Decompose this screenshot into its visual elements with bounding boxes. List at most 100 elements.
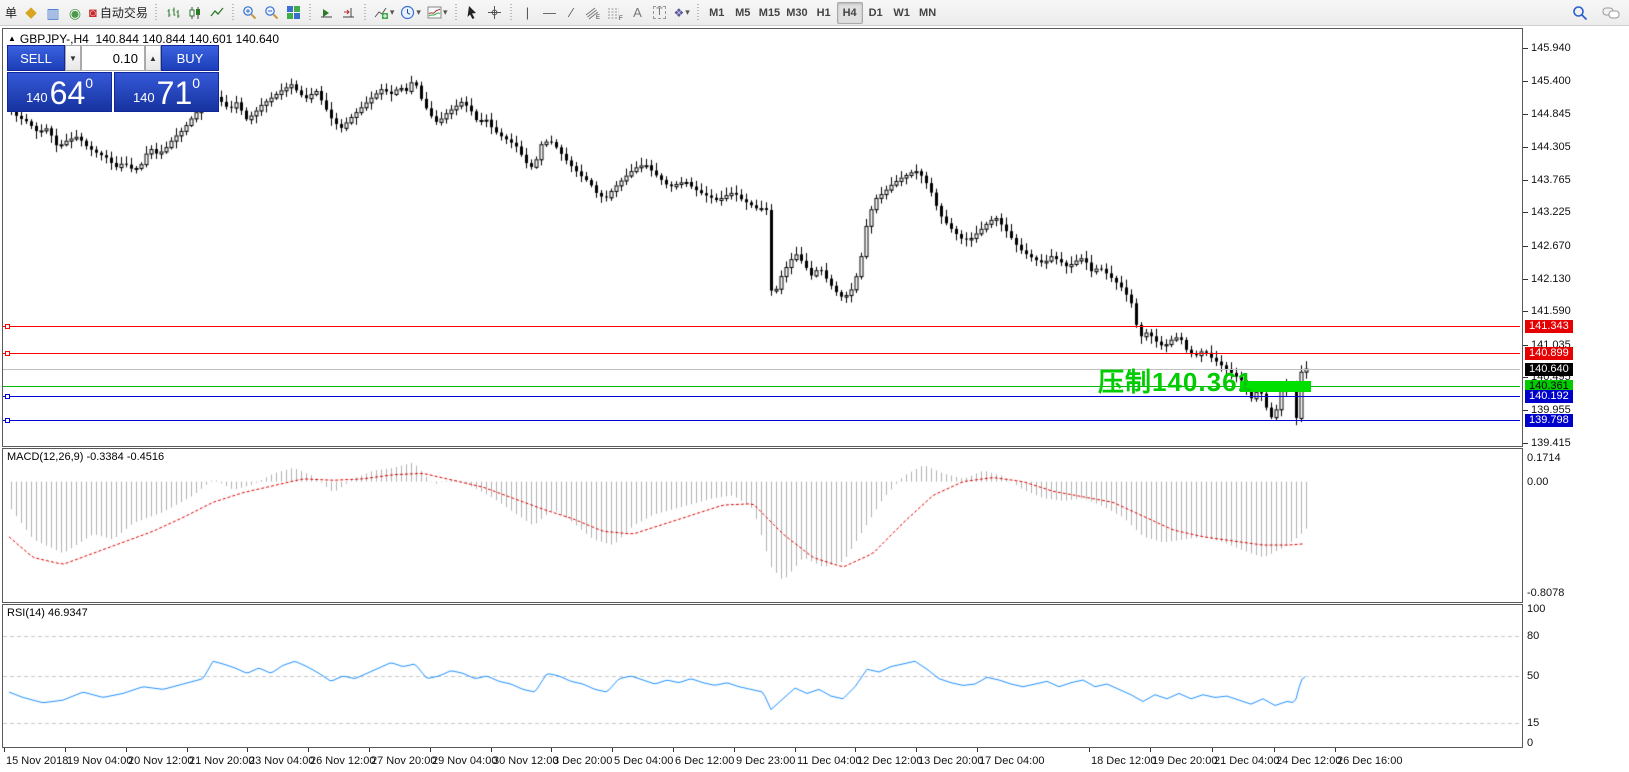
price-axis-column[interactable]: 145.940 145.400 144.845 144.305 143.765 143.2… (1523, 28, 1623, 772)
price-tag: 140.361 (1525, 379, 1573, 393)
time-axis-tick (65, 748, 66, 752)
horizontal-price-line[interactable] (3, 368, 1520, 370)
price-axis-label: 142.130 (1531, 272, 1571, 285)
horizontal-price-line[interactable] (3, 352, 1520, 354)
toolbar-grip (453, 3, 459, 22)
search-button[interactable] (1569, 2, 1591, 24)
dropdown-caret-icon: ▾ (442, 7, 448, 17)
cursor-button[interactable] (461, 2, 483, 24)
sell-button[interactable]: SELL (7, 45, 65, 71)
signals-button[interactable]: ◉ (64, 2, 86, 24)
time-axis-tick (795, 748, 796, 752)
price-axis-label: 143.765 (1531, 173, 1571, 186)
new-order-button[interactable]: ◆ (20, 2, 42, 24)
time-axis-tick (1335, 748, 1336, 752)
price-axis-label: 142.670 (1531, 239, 1571, 252)
fibonacci-icon: F (608, 8, 623, 20)
timeframe-m1-button[interactable]: M1 (709, 6, 725, 19)
vertical-line-tool[interactable]: | (516, 2, 538, 24)
price-axis-label: 144.845 (1531, 108, 1571, 121)
autotrading-button[interactable]: ◙ 自动交易 (86, 2, 151, 24)
price-axis-tick (1523, 344, 1528, 346)
toolbar-grip (307, 3, 313, 22)
price-axis-tick (1523, 80, 1528, 82)
line-chart-type-button[interactable] (206, 2, 228, 24)
candlestick-icon (189, 6, 200, 19)
price-tag: 140.899 (1525, 346, 1573, 360)
sell-price-point: 0 (85, 75, 94, 91)
price-chart-canvas[interactable] (3, 29, 1522, 446)
timeframe-h4-button[interactable]: H4 (836, 1, 863, 24)
timeframe-w1-button[interactable]: W1 (893, 6, 910, 19)
timeframe-h1-button[interactable]: H1 (816, 6, 831, 19)
time-axis-label: 26 Nov 12:00 (310, 755, 376, 767)
time-axis-tick (4, 748, 5, 752)
highlight-rectangle[interactable] (1240, 380, 1311, 392)
price-axis-tick (1523, 48, 1528, 49)
one-click-trading-panel: SELL ▼ 0.10 ▲ BUY 140 64 0 140 71 0 (7, 45, 219, 112)
timeframe-m15-button[interactable]: M15 (758, 6, 781, 19)
add-indicator-icon (374, 7, 388, 19)
channel-tool[interactable]: E (582, 2, 604, 24)
time-axis-label: 18 Dec 12:00 (1091, 755, 1157, 767)
bar-chart-type-button[interactable] (162, 2, 184, 24)
auto-scroll-button[interactable] (316, 2, 338, 24)
timeframe-d1-button[interactable]: D1 (868, 6, 883, 19)
time-axis-tick (612, 748, 613, 752)
crosshair-button[interactable] (483, 2, 505, 24)
buy-button[interactable]: BUY (161, 45, 219, 71)
volume-input[interactable]: 0.10 (81, 45, 145, 71)
text-tool[interactable]: A (626, 2, 648, 24)
buy-price-pips: 71 (156, 75, 193, 111)
line-anchor-marker[interactable] (5, 324, 10, 330)
time-axis-label: 15 Nov 2018 (6, 755, 69, 767)
svg-text:E: E (596, 15, 600, 20)
sell-price-display[interactable]: 140 64 0 (7, 72, 112, 112)
periods-button[interactable]: ▾ (397, 2, 424, 24)
vertical-line-icon: | (525, 5, 530, 20)
horizontal-price-line[interactable] (3, 419, 1520, 421)
templates-button[interactable]: ▾ (424, 2, 451, 24)
fibonacci-tool[interactable]: F (604, 2, 626, 24)
macd-canvas (3, 449, 1522, 602)
rsi-axis-label: 100 (1527, 603, 1546, 615)
new-chart-button[interactable]: ▥ (42, 2, 64, 24)
horizontal-line-tool[interactable]: — (538, 2, 560, 24)
text-label-tool[interactable]: T (648, 2, 670, 24)
collapse-triangle-icon[interactable]: ▲ (8, 34, 16, 43)
new-order-partial-label[interactable]: 单 (5, 6, 18, 20)
horizontal-price-line[interactable] (3, 385, 1520, 387)
trendline-tool[interactable]: ∕ (560, 2, 582, 24)
price-axis-tick (1523, 114, 1528, 116)
time-axis-label: 13 Dec 20:00 (918, 755, 984, 767)
autotrading-icon: ◙ (89, 5, 97, 20)
indicators-button[interactable]: ▾ (371, 2, 398, 24)
volume-increase-button[interactable]: ▲ (145, 45, 161, 71)
chart-header: ▲ GBPJPY-,H4 140.844 140.844 140.601 140.… (8, 32, 279, 46)
tile-windows-button[interactable] (283, 2, 305, 24)
chat-button[interactable] (1599, 2, 1623, 24)
candlestick-chart-type-button[interactable] (184, 2, 206, 24)
line-anchor-marker[interactable] (5, 393, 10, 399)
trendline-icon: ∕ (570, 5, 573, 20)
price-axis-label: 141.590 (1531, 305, 1571, 318)
volume-decrease-button[interactable]: ▼ (65, 45, 81, 71)
chart-window: ▲ GBPJPY-,H4 140.844 140.844 140.601 140.… (0, 26, 1629, 772)
timeframe-mn-button[interactable]: MN (919, 6, 937, 19)
chart-shift-button[interactable] (338, 2, 360, 24)
template-icon (427, 6, 442, 19)
timeframe-m30-button[interactable]: M30 (786, 6, 808, 19)
zoom-out-icon (265, 6, 279, 20)
zoom-in-button[interactable] (239, 2, 261, 24)
time-axis-row[interactable]: 15 Nov 2018 19 Nov 04:00 20 Nov 12:00 21 No… (2, 748, 1523, 772)
price-axis-tick (1523, 377, 1528, 379)
buy-price-display[interactable]: 140 71 0 (114, 72, 219, 112)
horizontal-price-line[interactable] (3, 326, 1520, 328)
horizontal-price-line[interactable] (3, 395, 1520, 397)
shapes-button[interactable]: ❖ ▾ (670, 2, 692, 24)
timeframe-m5-button[interactable]: M5 (735, 6, 751, 19)
sell-price-base: 140 (25, 90, 48, 105)
zoom-out-button[interactable] (261, 2, 283, 24)
line-anchor-marker[interactable] (5, 417, 10, 423)
line-anchor-marker[interactable] (5, 350, 10, 356)
